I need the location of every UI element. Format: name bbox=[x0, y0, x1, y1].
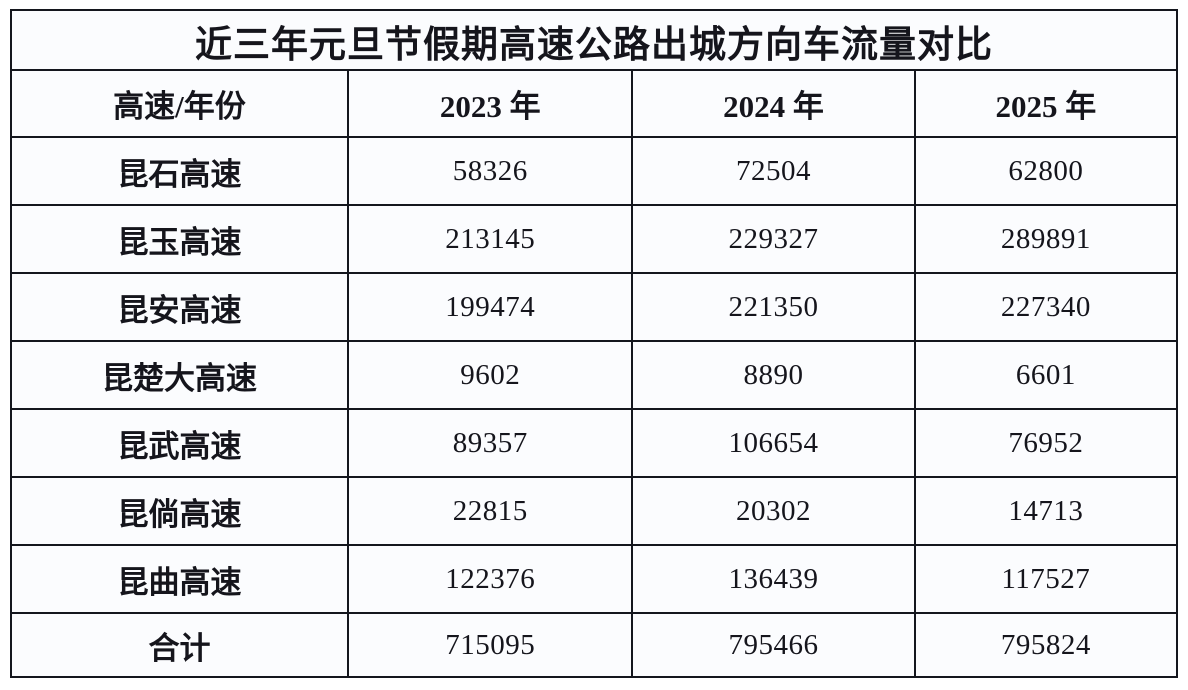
cell-value: 199474 bbox=[346, 272, 634, 342]
column-header-2023: 2023 年 bbox=[346, 69, 634, 138]
cell-value: 106654 bbox=[631, 408, 916, 478]
column-header-2025: 2025 年 bbox=[913, 69, 1179, 138]
title-row: 近三年元旦节假期高速公路出城方向车流量对比 bbox=[10, 9, 1178, 71]
cell-value: 22815 bbox=[346, 476, 634, 546]
table-row: 昆楚大高速 9602 8890 6601 bbox=[10, 340, 1179, 410]
table-row: 昆玉高速 213145 229327 289891 bbox=[10, 204, 1179, 274]
row-label: 昆武高速 bbox=[10, 408, 349, 478]
table-row: 昆曲高速 122376 136439 117527 bbox=[10, 544, 1179, 614]
cell-value: 117527 bbox=[913, 544, 1179, 614]
column-header-2024: 2024 年 bbox=[631, 69, 916, 138]
cell-value-total: 715095 bbox=[346, 612, 634, 678]
cell-value: 72504 bbox=[631, 136, 916, 206]
row-label: 昆石高速 bbox=[10, 136, 349, 206]
table-row-total: 合计 715095 795466 795824 bbox=[10, 612, 1179, 678]
cell-value: 213145 bbox=[346, 204, 634, 274]
cell-value: 289891 bbox=[913, 204, 1179, 274]
table-row: 昆安高速 199474 221350 227340 bbox=[10, 272, 1179, 342]
table-row: 昆武高速 89357 106654 76952 bbox=[10, 408, 1179, 478]
row-label: 昆曲高速 bbox=[10, 544, 349, 614]
row-label-total: 合计 bbox=[10, 612, 349, 678]
cell-value: 6601 bbox=[913, 340, 1179, 410]
row-label: 昆玉高速 bbox=[10, 204, 349, 274]
cell-value: 227340 bbox=[913, 272, 1179, 342]
cell-value-total: 795824 bbox=[913, 612, 1179, 678]
cell-value: 229327 bbox=[631, 204, 916, 274]
row-label: 昆楚大高速 bbox=[10, 340, 349, 410]
cell-value: 9602 bbox=[346, 340, 634, 410]
cell-value: 8890 bbox=[631, 340, 916, 410]
table-row: 昆石高速 58326 72504 62800 bbox=[10, 136, 1179, 206]
header-row: 高速/年份 2023 年 2024 年 2025 年 bbox=[10, 69, 1179, 138]
traffic-table: 近三年元旦节假期高速公路出城方向车流量对比 高速/年份 2023 年 2024 … bbox=[10, 9, 1179, 678]
cell-value: 122376 bbox=[346, 544, 634, 614]
cell-value: 136439 bbox=[631, 544, 916, 614]
table-title: 近三年元旦节假期高速公路出城方向车流量对比 bbox=[10, 9, 1178, 71]
cell-value: 62800 bbox=[913, 136, 1179, 206]
table-row: 昆倘高速 22815 20302 14713 bbox=[10, 476, 1179, 546]
column-header-highway-year: 高速/年份 bbox=[10, 69, 349, 138]
cell-value: 221350 bbox=[631, 272, 916, 342]
cell-value: 14713 bbox=[913, 476, 1179, 546]
cell-value: 89357 bbox=[346, 408, 634, 478]
row-label: 昆倘高速 bbox=[10, 476, 349, 546]
cell-value: 76952 bbox=[913, 408, 1179, 478]
row-label: 昆安高速 bbox=[10, 272, 349, 342]
cell-value: 58326 bbox=[346, 136, 634, 206]
cell-value-total: 795466 bbox=[631, 612, 916, 678]
cell-value: 20302 bbox=[631, 476, 916, 546]
